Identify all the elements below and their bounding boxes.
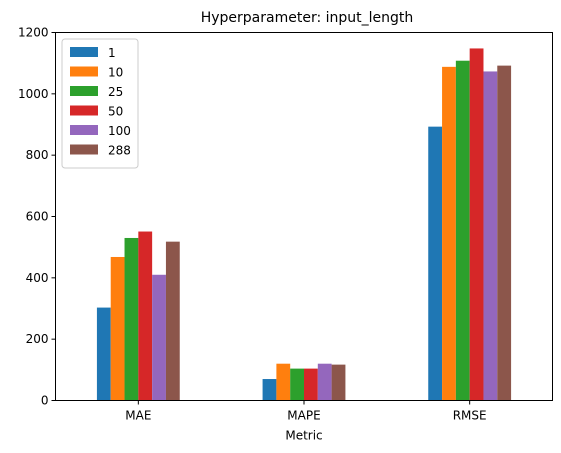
y-tick-label: 800	[26, 148, 49, 162]
bar-mae-10	[110, 256, 125, 401]
bar-mape-1	[262, 379, 277, 401]
bar-mae-50	[138, 231, 153, 401]
x-axis: MAE MAPE RMSE	[125, 400, 487, 423]
bar-mape-50	[304, 368, 318, 401]
legend-label-10: 10	[108, 66, 123, 80]
bar-rmse-50	[469, 48, 484, 401]
bar-rmse-10	[442, 66, 456, 401]
legend: 1 10 25 50 100 288	[61, 38, 139, 169]
x-tick-label-mape: MAPE	[287, 409, 320, 423]
bar-rmse-25	[455, 60, 470, 401]
x-tick-label-rmse: RMSE	[453, 409, 487, 423]
bars	[96, 48, 512, 401]
y-tick-label: 200	[26, 332, 49, 346]
legend-label-50: 50	[108, 105, 123, 119]
legend-swatch-10	[70, 66, 98, 77]
bar-rmse-100	[483, 71, 498, 401]
bar-mae-288	[165, 241, 180, 401]
bar-mape-10	[276, 363, 291, 401]
bar-mape-25	[290, 368, 304, 401]
bar-mape-100	[317, 363, 332, 401]
legend-label-1: 1	[108, 46, 116, 60]
legend-swatch-25	[70, 86, 98, 96]
bar-mae-1	[96, 307, 111, 401]
legend-label-288: 288	[108, 144, 131, 158]
y-axis: 0 200 400 600 800 1000 1200	[18, 26, 56, 408]
legend-swatch-50	[70, 105, 98, 116]
legend-label-25: 25	[108, 85, 123, 99]
legend-swatch-100	[70, 125, 98, 135]
bar-mae-25	[124, 237, 139, 401]
x-axis-label: Metric	[285, 429, 322, 443]
legend-label-100: 100	[108, 124, 131, 138]
plot-frame	[55, 32, 553, 401]
y-tick-label: 1200	[18, 26, 49, 40]
bar-rmse-1	[428, 126, 443, 401]
y-tick-label: 1000	[18, 87, 49, 101]
chart-title: Hyperparameter: input_length	[201, 10, 414, 26]
bar-mape-288	[331, 364, 346, 401]
legend-swatch-288	[70, 144, 98, 155]
bar-mae-100	[152, 274, 166, 401]
y-tick-label: 600	[26, 210, 49, 224]
y-tick-label: 400	[26, 271, 49, 285]
y-tick-label: 0	[41, 394, 49, 408]
bar-rmse-288	[497, 65, 512, 401]
x-tick-label-mae: MAE	[125, 409, 151, 423]
legend-swatch-1	[70, 47, 98, 57]
